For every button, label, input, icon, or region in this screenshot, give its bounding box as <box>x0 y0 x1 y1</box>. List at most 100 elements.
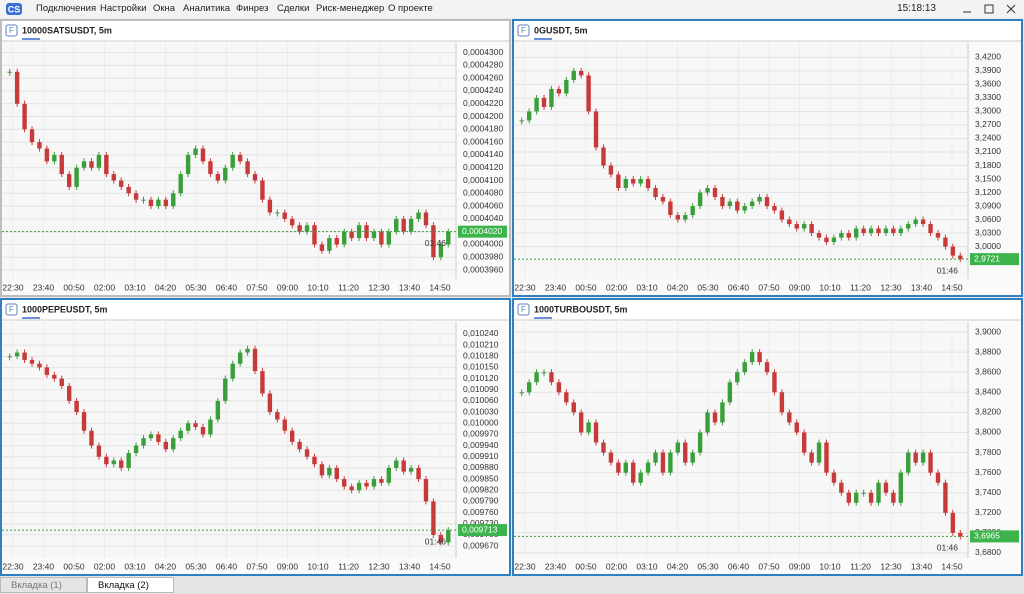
candle <box>163 199 169 207</box>
x-tick-label: 14:50 <box>941 282 963 292</box>
candle <box>839 233 844 238</box>
candle <box>705 412 710 433</box>
candle <box>104 154 109 175</box>
candle <box>623 179 628 189</box>
candle <box>534 372 539 383</box>
y-tick-label: 3,7400 <box>975 487 1001 497</box>
chart-title: 1000PEPEUSDT, 5m <box>22 304 108 314</box>
menu-item[interactable]: Настройки <box>100 3 147 14</box>
x-tick-label: 06:40 <box>216 282 238 292</box>
menu-item[interactable]: Сделки <box>277 3 310 14</box>
candle <box>119 460 124 468</box>
candle <box>526 111 532 121</box>
candle <box>96 445 102 457</box>
candle <box>764 362 770 373</box>
candle <box>727 382 733 403</box>
menu-item[interactable]: Риск-менеджер <box>316 3 385 14</box>
x-tick-label: 22:30 <box>2 561 24 571</box>
candle <box>29 359 35 364</box>
tab[interactable]: Вкладка (2) <box>87 577 174 593</box>
y-tick-label: 3,9000 <box>975 326 1001 336</box>
candle <box>779 392 785 413</box>
menu-item[interactable]: Подключения <box>36 3 97 14</box>
candle <box>928 452 933 473</box>
candle <box>690 452 695 463</box>
candle <box>631 179 636 184</box>
x-tick-label: 02:00 <box>606 561 628 571</box>
title-bar <box>514 300 1021 320</box>
y-tick-label: 3,3600 <box>975 79 1001 89</box>
candle <box>801 432 807 453</box>
candle <box>312 456 317 465</box>
candle <box>891 228 896 234</box>
y-tick-label: 3,7200 <box>975 507 1001 517</box>
y-tick-label: 0,009880 <box>463 462 499 472</box>
candle <box>906 452 911 473</box>
candle <box>416 212 421 219</box>
menu-item[interactable]: О проекте <box>388 3 433 14</box>
candle <box>846 492 851 503</box>
maximize-button[interactable] <box>982 2 996 16</box>
candle <box>601 147 606 166</box>
candle <box>208 419 213 435</box>
tab[interactable]: Вкладка (1) <box>0 577 87 593</box>
candle <box>44 367 50 375</box>
candle <box>683 215 688 220</box>
x-tick-label: 06:40 <box>728 561 750 571</box>
minimize-button[interactable] <box>960 2 974 16</box>
y-tick-label: 0,0004060 <box>463 200 503 210</box>
candle <box>379 231 384 245</box>
candle <box>163 441 169 450</box>
candle <box>171 438 176 450</box>
candle <box>297 441 302 450</box>
y-tick-label: 0,0004200 <box>463 111 503 121</box>
x-tick-label: 13:40 <box>399 282 421 292</box>
chart: F 1000PEPEUSDT, 5m 0,0102400,0102100,01018… <box>2 300 509 571</box>
price-label-box <box>970 530 1019 543</box>
menu-item[interactable]: Окна <box>153 3 176 14</box>
candle <box>431 225 436 258</box>
candle <box>541 97 547 107</box>
candle <box>839 482 844 493</box>
y-tick-label: 0,0004000 <box>463 239 503 249</box>
candle <box>156 199 161 207</box>
candle <box>757 197 762 202</box>
candle <box>935 472 941 483</box>
candle <box>104 456 109 465</box>
candle <box>252 174 258 181</box>
x-tick-label: 11:20 <box>850 282 871 292</box>
y-tick-label: 0,009850 <box>463 473 499 483</box>
candle <box>868 228 874 234</box>
candle <box>720 402 725 423</box>
candle <box>59 378 64 387</box>
candle <box>275 212 280 214</box>
y-tick-label: 3,2100 <box>975 146 1001 156</box>
candle <box>616 462 621 473</box>
menu-item[interactable]: Аналитика <box>183 3 231 14</box>
candle <box>534 97 539 112</box>
x-tick-label: 05:30 <box>185 561 207 571</box>
x-tick-label: 22:30 <box>514 282 536 292</box>
x-tick-label: 05:30 <box>185 282 207 292</box>
y-tick-label: 3,8200 <box>975 407 1001 417</box>
candle <box>816 233 822 238</box>
y-tick-label: 0,009790 <box>463 496 499 506</box>
candle <box>519 392 524 394</box>
candle <box>327 467 332 476</box>
candle <box>267 199 273 213</box>
candle <box>645 462 651 473</box>
y-tick-label: 3,0300 <box>975 227 1001 237</box>
menu-item[interactable]: Финрез <box>236 3 269 14</box>
candle <box>185 423 191 431</box>
candle <box>37 142 42 149</box>
y-tick-label: 3,2700 <box>975 119 1001 129</box>
candle <box>549 372 554 383</box>
candle <box>171 193 176 207</box>
x-tick-label: 12:30 <box>880 282 902 292</box>
x-tick-label: 14:50 <box>941 561 963 571</box>
close-button[interactable] <box>1004 2 1018 16</box>
candle <box>950 512 956 533</box>
candle <box>141 199 146 201</box>
candle <box>148 434 154 439</box>
y-tick-label: 0,0003960 <box>463 264 503 274</box>
